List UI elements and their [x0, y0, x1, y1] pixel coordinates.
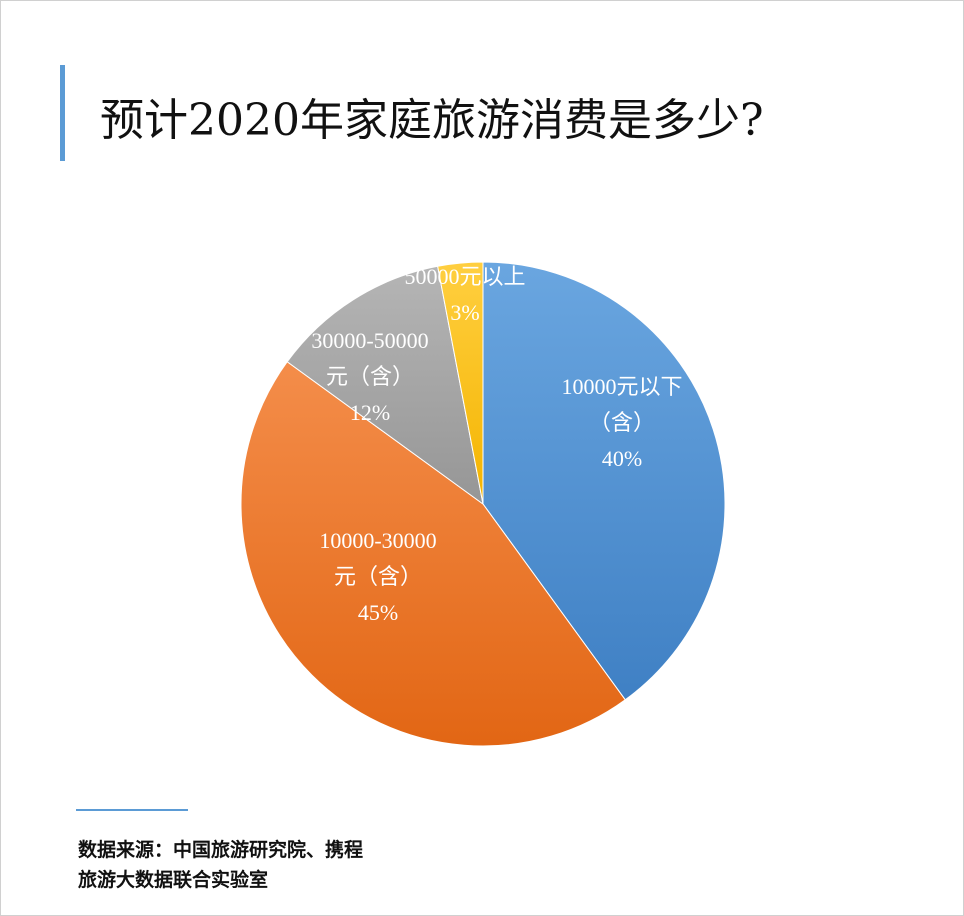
- pie-slice-2: [240, 361, 626, 747]
- slice-label-1: 10000元以下 （含） 40%: [561, 374, 682, 471]
- slice-category-label: 10000元以下: [561, 374, 682, 399]
- pie-slice-4: [437, 261, 484, 505]
- pie-slices: [240, 261, 726, 747]
- slice-value-label: 40%: [602, 446, 642, 471]
- slice-category-label: 50000元以上: [404, 264, 525, 289]
- chart-title: 预计2020年家庭旅游消费是多少?: [100, 95, 764, 146]
- source-note: 数据来源：中国旅游研究院、携程 旅游大数据联合实验室: [78, 835, 363, 895]
- slice-category-label: 元（含）: [334, 564, 422, 589]
- slice-label-4: 50000元以上 3%: [404, 264, 525, 325]
- pie-slice-1: [482, 261, 726, 701]
- slice-value-label: 45%: [358, 600, 398, 625]
- source-line-1: 数据来源：中国旅游研究院、携程: [78, 839, 364, 861]
- slice-category-label: 元（含）: [326, 364, 414, 389]
- slice-label-2: 10000-30000 元（含） 45%: [319, 528, 436, 625]
- slice-label-3: 30000-50000 元（含） 12%: [311, 328, 428, 425]
- slice-value-label: 3%: [450, 300, 479, 325]
- slice-category-label: （含）: [589, 410, 655, 435]
- pie-slice-3: [286, 265, 484, 506]
- source-divider: [76, 809, 188, 811]
- pie-labels: 10000元以下 （含） 40% 10000-30000 元（含） 45% 30000-50…: [311, 264, 682, 625]
- slice-category-label: 30000-50000: [311, 328, 428, 353]
- title-accent-bar: [60, 65, 65, 161]
- slice-value-label: 12%: [350, 400, 390, 425]
- source-line-2: 旅游大数据联合实验室: [78, 869, 269, 891]
- slice-category-label: 10000-30000: [319, 528, 436, 553]
